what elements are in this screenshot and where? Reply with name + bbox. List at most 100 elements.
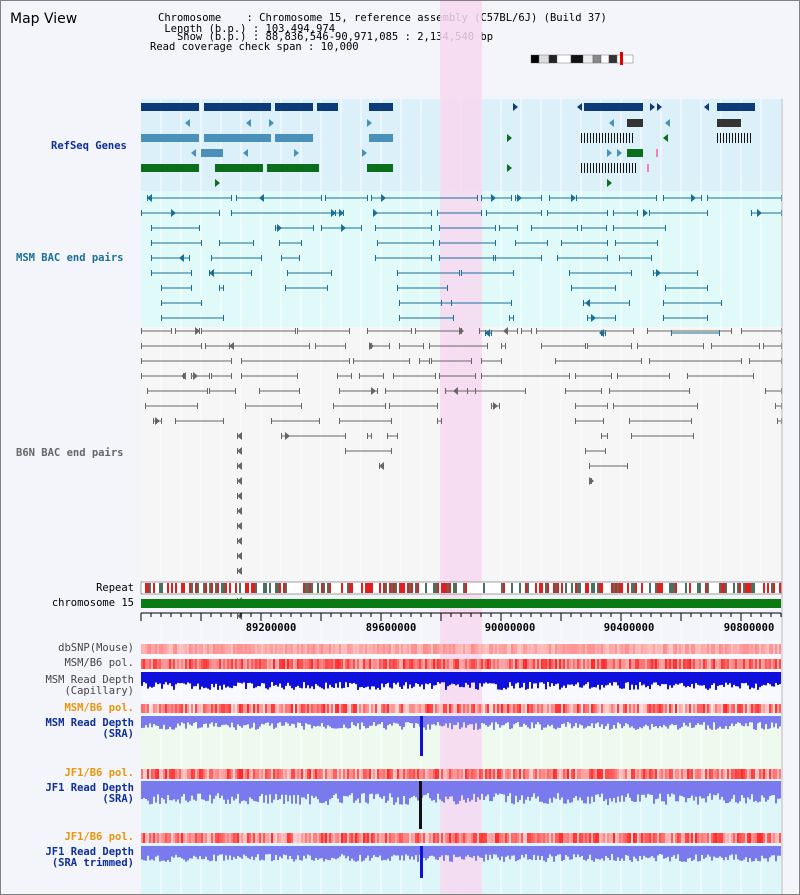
jf1-b6-pol-label[interactable]: JF1/B6 pol.: [64, 767, 134, 779]
jf1-sra-depth-bar: [511, 781, 513, 804]
msm-bac-pair-end: [375, 255, 376, 261]
msm-depth-capillary-label[interactable]: MSM Read Depth (Capillary): [45, 674, 134, 697]
refseq-gene-exon: [627, 119, 643, 127]
b6n-bac-pair-end: [147, 388, 148, 394]
jf1-trim-depth-bar: [735, 846, 737, 855]
dbsnp-heat-cell: [503, 644, 505, 654]
jf1-sra-depth-bar: [199, 781, 201, 794]
b6n-bac-pair-end: [349, 358, 350, 364]
jf1-trim-depth-bar: [425, 846, 427, 861]
jf1-sra-depth-bar: [455, 781, 457, 805]
msm-capillary-depth-bar: [251, 672, 253, 684]
repeat-block: [539, 583, 541, 593]
strand-arrow: [171, 209, 176, 217]
jf1-trim-depth-bar: [237, 846, 239, 856]
b6n-bac-label[interactable]: B6N BAC end pairs: [16, 447, 124, 459]
msm-sra-depth-bar: [675, 716, 677, 725]
dbsnp-heat-cell: [661, 644, 663, 654]
msm-sra-depth-bar: [511, 716, 513, 729]
msm-b6-pol-heat-cell: [623, 659, 625, 669]
refseq-genes-label[interactable]: RefSeq Genes: [51, 140, 127, 152]
jf1-b6-pol-2-heat-cell: [631, 833, 633, 843]
msm-b6-pol-heat-cell: [181, 659, 183, 669]
msm-b6-pol-label-2[interactable]: MSM/B6 pol.: [64, 702, 134, 714]
dbsnp-label[interactable]: dbSNP(Mouse): [58, 642, 134, 654]
dbsnp-heat-cell: [311, 644, 313, 654]
jf1-b6-pol-2-heat-cell: [413, 833, 415, 843]
dbsnp-heat-cell: [619, 644, 621, 654]
msm-b6-pol-2-heat-cell: [261, 704, 263, 713]
dbsnp-heat-cell: [483, 644, 485, 654]
jf1-b6-pol-heat-cell: [439, 769, 441, 779]
msm-bac-label[interactable]: MSM BAC end pairs: [16, 252, 124, 264]
msm-b6-pol-2-heat-cell: [145, 704, 147, 713]
jf1-trim-depth-bar: [463, 846, 465, 860]
jf1-b6-pol-2-heat-cell: [289, 833, 291, 843]
jf1-trim-depth-bar: [519, 846, 521, 860]
msm-b6-pol-heat-cell: [531, 659, 533, 669]
b6n-bac-pair-end: [691, 418, 692, 424]
jf1-sra-depth-bar: [683, 781, 685, 798]
msm-b6-pol-2-heat-cell: [395, 704, 397, 713]
msm-depth-sra-label[interactable]: MSM Read Depth (SRA): [45, 717, 134, 740]
jf1-trim-depth-bar: [211, 846, 213, 861]
jf1-b6-pol-heat-cell: [281, 769, 283, 779]
jf1-sra-depth-bar: [275, 781, 277, 795]
jf1-depth-trim-label[interactable]: JF1 Read Depth (SRA trimmed): [45, 846, 134, 869]
msm-sra-depth-bar: [671, 716, 673, 724]
msm-sra-depth-bar: [589, 716, 591, 727]
jf1-b6-pol-2-heat-cell: [541, 833, 543, 843]
strand-arrow: [491, 194, 496, 202]
jf1-b6-pol-2-heat-cell: [483, 833, 485, 843]
jf1-trim-depth-bar: [631, 846, 633, 862]
jf1-b6-pol-heat-cell: [271, 769, 273, 779]
jf1-trim-depth-bar: [551, 846, 553, 857]
refseq-exon-tick: [590, 163, 591, 173]
msm-b6-pol-2-heat-cell: [737, 704, 739, 713]
repeat-block: [403, 583, 405, 593]
jf1-sra-depth-bar: [207, 781, 209, 801]
jf1-sra-depth-bar: [143, 781, 145, 799]
jf1-b6-pol-2-heat-cell: [297, 833, 299, 843]
dbsnp-heat-cell: [589, 644, 591, 654]
chromosome-track-label: chromosome 15: [51, 597, 134, 609]
jf1-b6-pol-2-heat-cell: [353, 833, 355, 843]
jf1-b6-pol-heat-cell: [239, 769, 241, 779]
dbsnp-heat-cell: [187, 644, 189, 654]
msm-capillary-depth-bar: [655, 672, 657, 683]
msm-bac-pair-end: [191, 270, 192, 276]
jf1-b6-pol-2-heat-cell: [275, 833, 277, 843]
jf1-b6-pol-heat-cell: [683, 769, 685, 779]
jf1-sra-depth-bar: [401, 781, 403, 805]
jf1-b6-pol-heat-cell: [295, 769, 297, 779]
repeat-block: [591, 583, 593, 593]
b6n-bac-pair-end: [385, 388, 386, 394]
jf1-depth-sra-label[interactable]: JF1 Read Depth (SRA): [45, 782, 134, 805]
msm-capillary-depth-bar: [715, 672, 717, 690]
msm-b6-pol-2-heat-cell: [193, 704, 195, 713]
msm-bac-pair-end: [511, 195, 512, 201]
jf1-sra-depth-bar: [459, 781, 461, 801]
msm-sra-depth-bar: [245, 716, 247, 726]
repeat-block: [525, 583, 527, 593]
repeat-block: [453, 583, 455, 593]
msm-b6-pol-2-heat-cell: [221, 704, 223, 713]
jf1-trim-depth-bar: [509, 846, 511, 860]
msm-b6-pol-heat-cell: [175, 659, 177, 669]
jf1-b6-pol-heat-cell: [175, 769, 177, 779]
refseq-exon-tick: [608, 133, 609, 143]
msm-sra-depth-bar: [387, 716, 389, 726]
msm-capillary-depth-bar: [385, 672, 387, 685]
msm-sra-depth-bar: [165, 716, 167, 730]
msm-b6-pol-2-heat-cell: [661, 704, 663, 713]
jf1-b6-pol-label-2[interactable]: JF1/B6 pol.: [64, 831, 134, 843]
dbsnp-heat-cell: [453, 644, 455, 654]
jf1-sra-depth-bar: [395, 781, 397, 803]
msm-b6-pol-label[interactable]: MSM/B6 pol.: [64, 657, 134, 669]
jf1-b6-pol-heat-cell: [301, 769, 303, 779]
msm-sra-depth-bar: [605, 716, 607, 727]
msm-sra-depth-bar: [603, 716, 605, 729]
jf1-b6-pol-2-heat-cell: [539, 833, 541, 843]
jf1-b6-pol-heat-cell: [729, 769, 731, 779]
